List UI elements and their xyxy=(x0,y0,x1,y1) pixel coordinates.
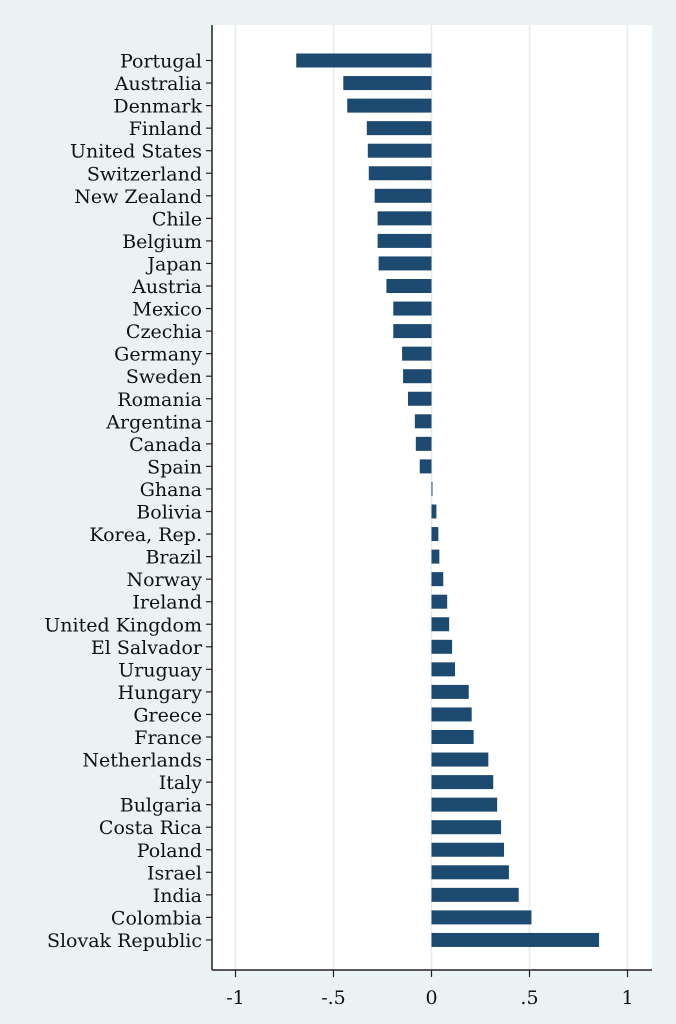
bar-29 xyxy=(431,707,472,722)
category-label: Argentina xyxy=(105,411,202,433)
bar-23 xyxy=(431,572,444,587)
category-label: Finland xyxy=(129,118,202,140)
bar-37 xyxy=(431,887,519,902)
category-label: Bolivia xyxy=(136,502,202,524)
category-label: Czechia xyxy=(126,321,202,343)
category-label: Norway xyxy=(127,569,203,591)
bar-39 xyxy=(431,932,600,947)
bar-0 xyxy=(296,53,432,68)
grid-lines xyxy=(234,25,629,970)
category-label: Hungary xyxy=(118,682,203,704)
bar-17 xyxy=(415,436,432,451)
x-tick-label: 0 xyxy=(425,987,437,1009)
category-label: Germany xyxy=(114,344,202,366)
category-label: Ireland xyxy=(132,592,202,614)
x-tick-label: .5 xyxy=(520,987,538,1009)
category-label: Bulgaria xyxy=(120,795,202,817)
bar-16 xyxy=(414,414,432,429)
bar-32 xyxy=(431,775,494,790)
bar-22 xyxy=(431,549,440,564)
bar-20 xyxy=(431,504,437,519)
bar-33 xyxy=(431,797,498,812)
category-label: Colombia xyxy=(111,907,202,929)
bar-18 xyxy=(419,459,432,474)
category-label: France xyxy=(134,727,202,749)
category-label: Mexico xyxy=(132,299,202,321)
category-label: Greece xyxy=(133,704,202,726)
bar-1 xyxy=(343,76,432,91)
category-label: Canada xyxy=(129,434,202,456)
bar-15 xyxy=(407,391,432,406)
category-label: United States xyxy=(70,141,202,163)
category-label: Austria xyxy=(131,276,202,298)
category-label: Uruguay xyxy=(118,659,202,681)
category-label: Japan xyxy=(145,253,202,275)
bars xyxy=(296,53,600,947)
category-label: El Salvador xyxy=(91,637,203,659)
category-label: Switzerland xyxy=(87,163,202,185)
bar-5 xyxy=(368,166,432,181)
bar-6 xyxy=(374,188,432,203)
bar-4 xyxy=(367,143,432,158)
bar-35 xyxy=(431,842,505,857)
x-axis: -1 -.5 0 .5 1 xyxy=(211,25,652,1009)
category-label: Italy xyxy=(159,772,203,794)
category-label: Poland xyxy=(137,840,202,862)
category-label: Sweden xyxy=(126,366,202,388)
bar-8 xyxy=(377,233,432,248)
bar-2 xyxy=(347,98,432,113)
bar-24 xyxy=(431,594,448,609)
x-tick-label: -.5 xyxy=(321,987,346,1009)
x-tick-label: -1 xyxy=(226,987,245,1009)
category-label: Spain xyxy=(147,456,202,478)
category-label: Portugal xyxy=(120,51,202,73)
bar-21 xyxy=(431,527,439,542)
bar-10 xyxy=(386,279,432,293)
bar-12 xyxy=(393,324,432,339)
bar-26 xyxy=(431,639,453,654)
bar-34 xyxy=(431,820,502,835)
category-label: Costa Rica xyxy=(99,817,202,839)
bar-7 xyxy=(377,211,432,226)
bar-27 xyxy=(431,662,456,677)
bar-11 xyxy=(393,301,432,316)
bar-28 xyxy=(431,684,469,699)
bar-30 xyxy=(431,730,474,744)
category-label: United Kingdom xyxy=(44,614,202,636)
bar-13 xyxy=(402,346,432,361)
bar-38 xyxy=(431,910,532,925)
category-label: Israel xyxy=(147,862,202,884)
category-label: Brazil xyxy=(145,547,202,569)
bar-14 xyxy=(403,369,432,384)
category-label: Ghana xyxy=(140,479,202,501)
x-tick-label: 1 xyxy=(621,987,633,1009)
bar-36 xyxy=(431,865,509,880)
bar-25 xyxy=(431,617,450,632)
category-label: Slovak Republic xyxy=(47,930,202,952)
category-label: New Zealand xyxy=(74,186,202,208)
category-label: Chile xyxy=(152,208,202,230)
bar-31 xyxy=(431,752,489,767)
category-label: Netherlands xyxy=(82,750,202,772)
category-label: India xyxy=(153,885,202,907)
category-label: Australia xyxy=(114,73,202,95)
category-label: Korea, Rep. xyxy=(89,524,202,546)
bar-19 xyxy=(431,481,433,496)
category-label: Belgium xyxy=(122,231,202,253)
category-label: Denmark xyxy=(113,96,202,118)
bar-9 xyxy=(378,256,432,271)
bar-3 xyxy=(366,121,432,136)
category-label: Romania xyxy=(117,389,202,411)
